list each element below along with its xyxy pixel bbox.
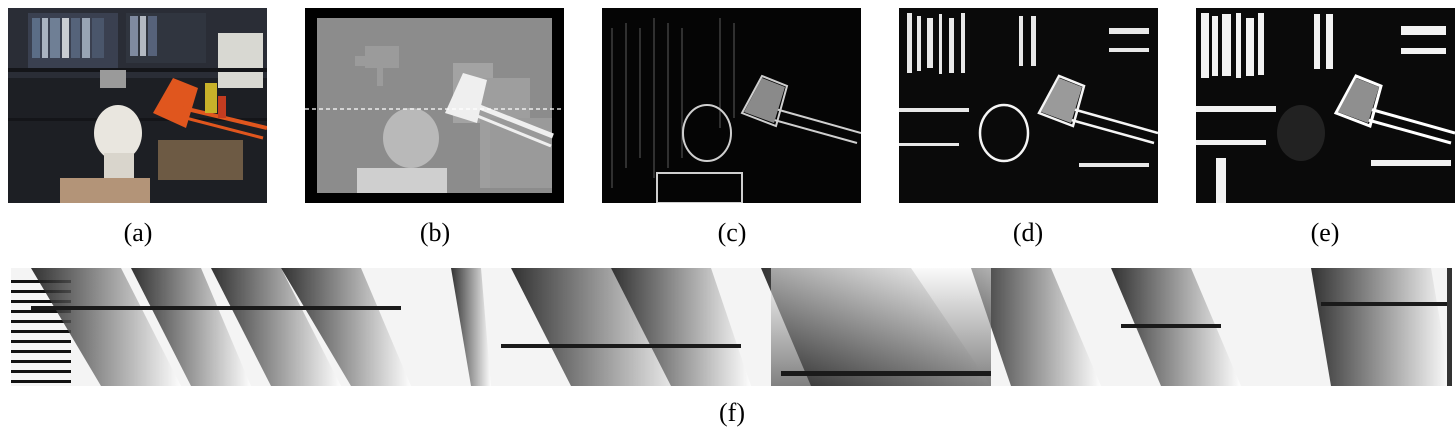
panel-d-edge-map <box>899 8 1158 203</box>
caption-c: (c) <box>717 218 747 247</box>
panel-b-disparity-map <box>305 8 564 203</box>
caption-b: (b) <box>419 218 451 247</box>
edge-map-e-image <box>1196 8 1455 203</box>
caption-d: (d) <box>1012 218 1044 247</box>
panel-f-cost-slice <box>11 268 1452 386</box>
caption-f: (f) <box>719 398 745 427</box>
edge-map-c-image <box>602 8 861 203</box>
disparity-map-image <box>305 8 564 203</box>
panel-c-edge-map <box>602 8 861 203</box>
panel-a-scene-photo <box>8 8 267 203</box>
panel-e-edge-map <box>1196 8 1455 203</box>
edge-map-d-image <box>899 8 1158 203</box>
cost-slice-image <box>11 268 1452 386</box>
scene-photo-image <box>8 8 267 203</box>
caption-a: (a) <box>123 218 153 247</box>
caption-e: (e) <box>1310 218 1340 247</box>
